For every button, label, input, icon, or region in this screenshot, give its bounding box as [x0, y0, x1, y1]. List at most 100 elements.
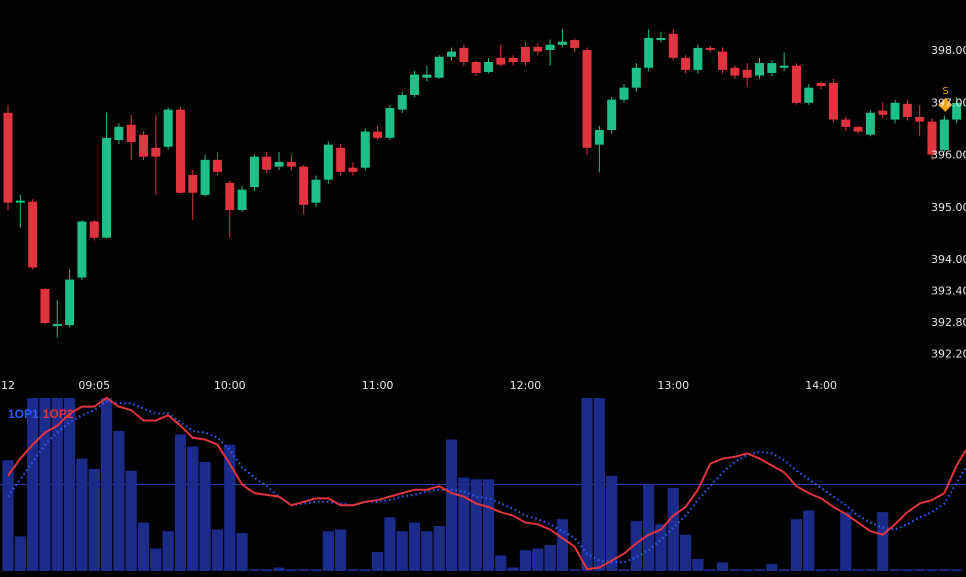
- candle: [644, 29, 654, 71]
- time-tick-label: 13:00: [657, 379, 689, 392]
- candle-body: [410, 74, 420, 95]
- histogram-bar: [778, 569, 790, 571]
- histogram-bar: [753, 569, 766, 571]
- histogram-bar: [827, 569, 840, 571]
- histogram-bar: [396, 531, 408, 571]
- candle-body: [139, 134, 149, 157]
- candle-body: [644, 37, 654, 68]
- histogram-bar: [630, 520, 642, 571]
- time-axis[interactable]: 12 09:05 10:00 11:00 12:00 13:00 14:00: [1, 379, 837, 392]
- candle: [619, 83, 629, 103]
- signal-marker: S: [938, 86, 953, 112]
- candle: [336, 144, 346, 176]
- candle-body: [755, 63, 765, 76]
- candle: [952, 97, 962, 124]
- candle: [65, 269, 75, 328]
- histogram-bar: [236, 532, 248, 571]
- candle: [927, 117, 937, 160]
- histogram-bar: [199, 462, 211, 571]
- histogram-bar: [372, 551, 384, 571]
- candle-body: [15, 200, 25, 203]
- histogram-bar: [76, 458, 88, 571]
- candle-body: [114, 126, 124, 140]
- histogram-bar: [482, 479, 495, 571]
- candle: [828, 78, 838, 123]
- time-tick-label: 14:00: [805, 379, 837, 392]
- candle-body: [841, 119, 851, 127]
- candle-body: [668, 33, 678, 58]
- histogram-bar: [569, 569, 581, 571]
- candle-body: [373, 131, 383, 138]
- candle: [151, 114, 161, 195]
- candle: [841, 116, 851, 132]
- histogram-bar: [914, 569, 926, 571]
- price-axis[interactable]: 398.00 397.00 396.00 395.00 394.00 393.40 392.…: [931, 44, 966, 360]
- legend-1OP1[interactable]: 1OP1: [8, 407, 39, 421]
- histogram-bar: [766, 564, 778, 571]
- candle-body: [557, 41, 567, 45]
- histogram-bar: [741, 569, 753, 571]
- candle-body: [385, 108, 395, 138]
- candle-body: [693, 47, 703, 70]
- candlestick-series: [3, 29, 962, 338]
- histogram-bar: [445, 439, 458, 571]
- candle: [237, 185, 247, 213]
- price-tick-label: 394.00: [931, 253, 966, 266]
- histogram-bar: [790, 519, 803, 571]
- candle: [631, 63, 641, 92]
- candle: [348, 162, 358, 176]
- price-tick-label: 395.00: [931, 201, 966, 214]
- candle-body: [570, 40, 580, 48]
- histogram-bar: [100, 398, 113, 571]
- histogram-bar: [137, 522, 150, 571]
- candle: [410, 70, 420, 98]
- candle-body: [299, 166, 309, 205]
- candle-body: [311, 179, 321, 203]
- candle: [483, 57, 493, 74]
- candle-body: [520, 46, 530, 63]
- candle: [77, 219, 87, 281]
- price-tick-label: 398.00: [931, 44, 966, 57]
- candle-body: [607, 99, 617, 131]
- candle: [139, 131, 149, 160]
- histogram-bar: [716, 562, 729, 571]
- candle: [520, 42, 530, 66]
- price-tick-label: 393.40: [931, 285, 966, 298]
- histogram-bar: [174, 434, 187, 571]
- candle-body: [175, 109, 185, 193]
- candle-body: [360, 131, 370, 168]
- candle-body: [619, 87, 629, 100]
- candle-body: [730, 67, 740, 76]
- time-tick-label: 11:00: [362, 379, 394, 392]
- histogram-bar: [877, 512, 889, 571]
- candle: [607, 97, 617, 134]
- candle-body: [434, 56, 444, 78]
- histogram-bar: [544, 545, 556, 571]
- candle-body: [397, 94, 407, 110]
- histogram-bar: [606, 475, 618, 571]
- candle: [496, 44, 506, 67]
- candle: [582, 47, 592, 155]
- histogram-bar: [310, 569, 322, 571]
- histogram-bar: [458, 477, 470, 571]
- histogram-bar: [125, 470, 137, 571]
- candle-body: [225, 182, 235, 211]
- candle: [915, 104, 925, 137]
- candle-body: [249, 156, 259, 188]
- candle-body: [212, 159, 222, 172]
- histogram-bar: [224, 444, 236, 571]
- histogram-bar: [298, 569, 310, 571]
- candle: [471, 60, 481, 77]
- histogram-bar: [39, 398, 51, 571]
- legend-1OP2[interactable]: 1OP2: [42, 407, 74, 421]
- histogram-bar: [507, 567, 519, 571]
- candle-body: [791, 65, 801, 103]
- candle: [28, 199, 38, 270]
- candle: [533, 43, 543, 56]
- histogram-bar: [27, 398, 39, 571]
- candle-body: [915, 116, 925, 122]
- price-tick-label: 392.80: [931, 316, 966, 329]
- candle: [459, 44, 469, 66]
- histogram-bar: [150, 548, 162, 571]
